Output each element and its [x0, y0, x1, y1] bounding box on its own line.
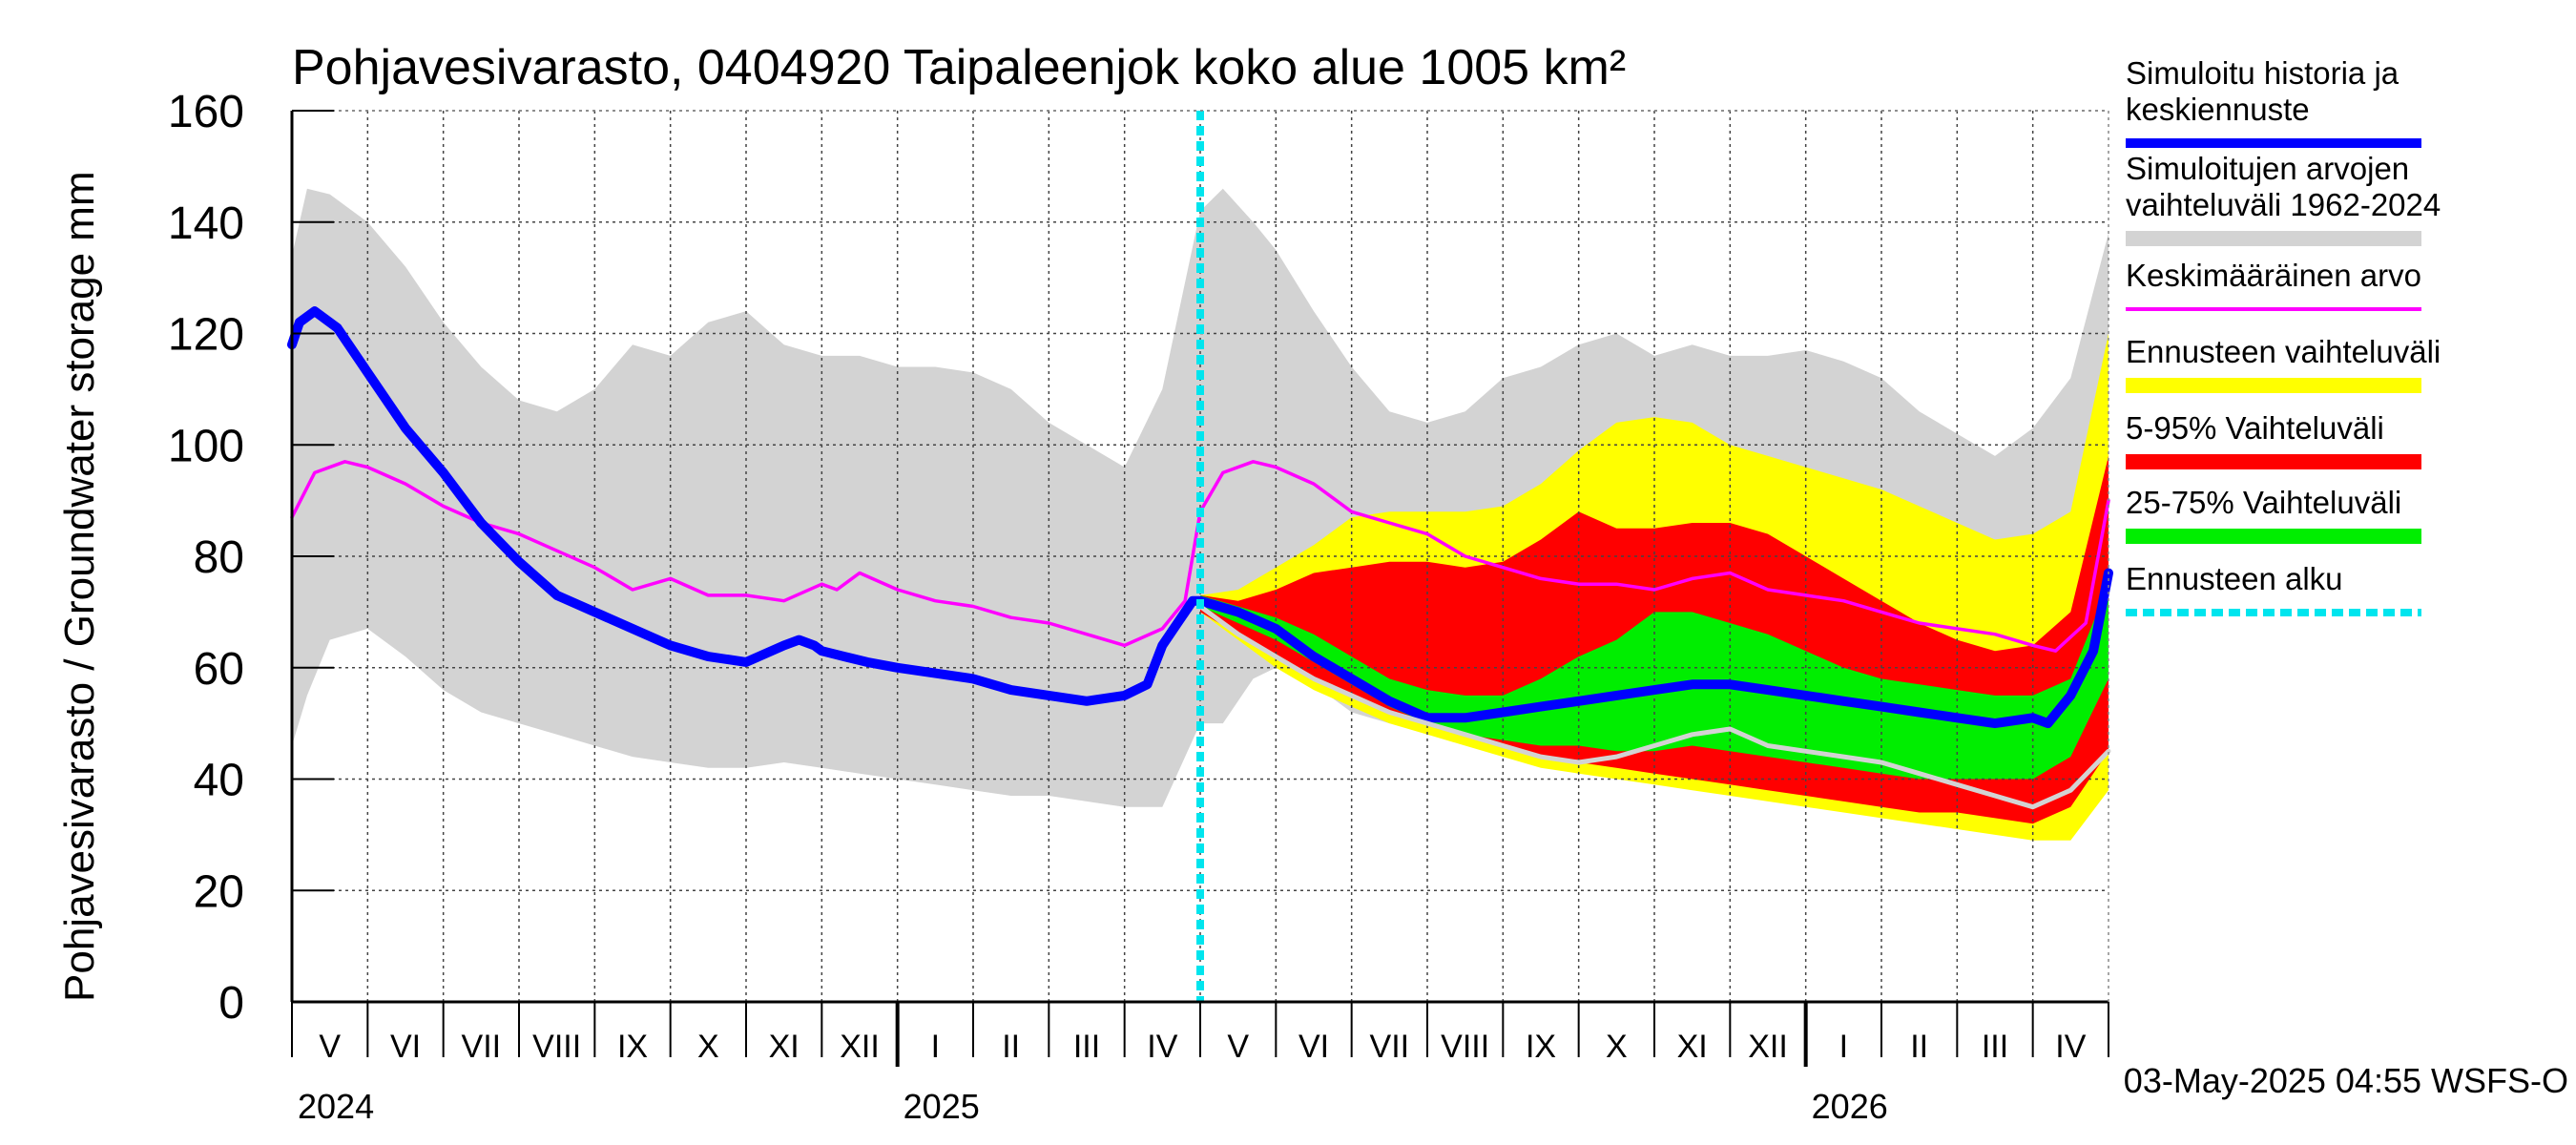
y-tick-label-2: 40 [194, 756, 244, 806]
line-series-4 [290, 460, 2110, 653]
month-label-8: I [931, 1029, 940, 1065]
legend-swatch-5 [2126, 529, 2421, 544]
y-tick-label-0: 0 [218, 978, 244, 1029]
line-series-6 [1197, 604, 2111, 810]
month-label-22: III [1982, 1029, 2008, 1065]
month-label-11: IV [1147, 1029, 1177, 1065]
y-tick-label-7: 140 [168, 198, 244, 249]
month-label-7: XII [840, 1029, 880, 1065]
month-label-2: VII [462, 1029, 502, 1065]
year-label-2: 2026 [1812, 1087, 1888, 1126]
month-label-3: VIII [532, 1029, 581, 1065]
y-tick-label-5: 100 [168, 421, 244, 471]
y-tick-label-8: 160 [168, 87, 244, 137]
year-label-0: 2024 [298, 1087, 374, 1126]
legend-label-1-1: vaihteluväli 1962-2024 [2126, 187, 2441, 222]
month-label-1: VI [390, 1029, 421, 1065]
year-label-1: 2025 [904, 1087, 980, 1126]
timestamp: 03-May-2025 04:55 WSFS-O [2124, 1061, 2568, 1100]
y-axis-label: Pohjavesivarasto / Groundwater storage m… [56, 171, 103, 1002]
month-label-12: V [1227, 1029, 1249, 1065]
legend-label-5-0: 25-75% Vaihteluväli [2126, 485, 2401, 520]
y-tick-label-4: 80 [194, 532, 244, 583]
month-label-9: II [1002, 1029, 1020, 1065]
legend-label-0-1: keskiennuste [2126, 92, 2310, 127]
month-label-19: XII [1748, 1029, 1788, 1065]
month-label-21: II [1910, 1029, 1928, 1065]
y-tick-label-1: 20 [194, 866, 244, 917]
line-series-5 [287, 306, 2113, 729]
x-axis: V VI VII VIII IX X XI XII I II III IV V VI VII VIII IX X X… [291, 1002, 2109, 1126]
chart-title: Pohjavesivarasto, 0404920 Taipaleenjok k… [292, 40, 1626, 95]
month-label-23: IV [2055, 1029, 2086, 1065]
y-ticks: 0 20 40 60 80 100 120 140 160 [168, 87, 334, 1029]
month-label-13: VI [1298, 1029, 1329, 1065]
legend-swatch-3 [2126, 378, 2421, 393]
month-label-18: XI [1677, 1029, 1708, 1065]
y-tick-label-3: 60 [194, 644, 244, 695]
month-label-6: XI [769, 1029, 800, 1065]
month-label-15: VIII [1441, 1029, 1489, 1065]
month-label-17: X [1606, 1029, 1628, 1065]
legend-label-2-0: Keskimääräinen arvo [2126, 258, 2421, 293]
legend-label-6-0: Ennusteen alku [2126, 561, 2343, 596]
month-label-20: I [1839, 1029, 1848, 1065]
legend-label-3-0: Ennusteen vaihteluväli [2126, 334, 2441, 369]
month-label-10: III [1073, 1029, 1100, 1065]
y-tick-label-6: 120 [168, 310, 244, 361]
legend-swatch-4 [2126, 454, 2421, 469]
band-series-3 [1200, 584, 2109, 780]
month-label-0: V [319, 1029, 341, 1065]
plot-lines [287, 111, 2113, 1002]
legend-label-1-0: Simuloitujen arvojen [2126, 151, 2409, 186]
month-label-5: X [697, 1029, 719, 1065]
month-label-16: IX [1526, 1029, 1556, 1065]
legend-label-4-0: 5-95% Vaihteluväli [2126, 410, 2384, 446]
legend-label-0-0: Simuloitu historia ja [2126, 55, 2399, 91]
month-label-14: VII [1370, 1029, 1410, 1065]
month-label-4: IX [617, 1029, 648, 1065]
legend-swatch-1 [2126, 231, 2421, 246]
